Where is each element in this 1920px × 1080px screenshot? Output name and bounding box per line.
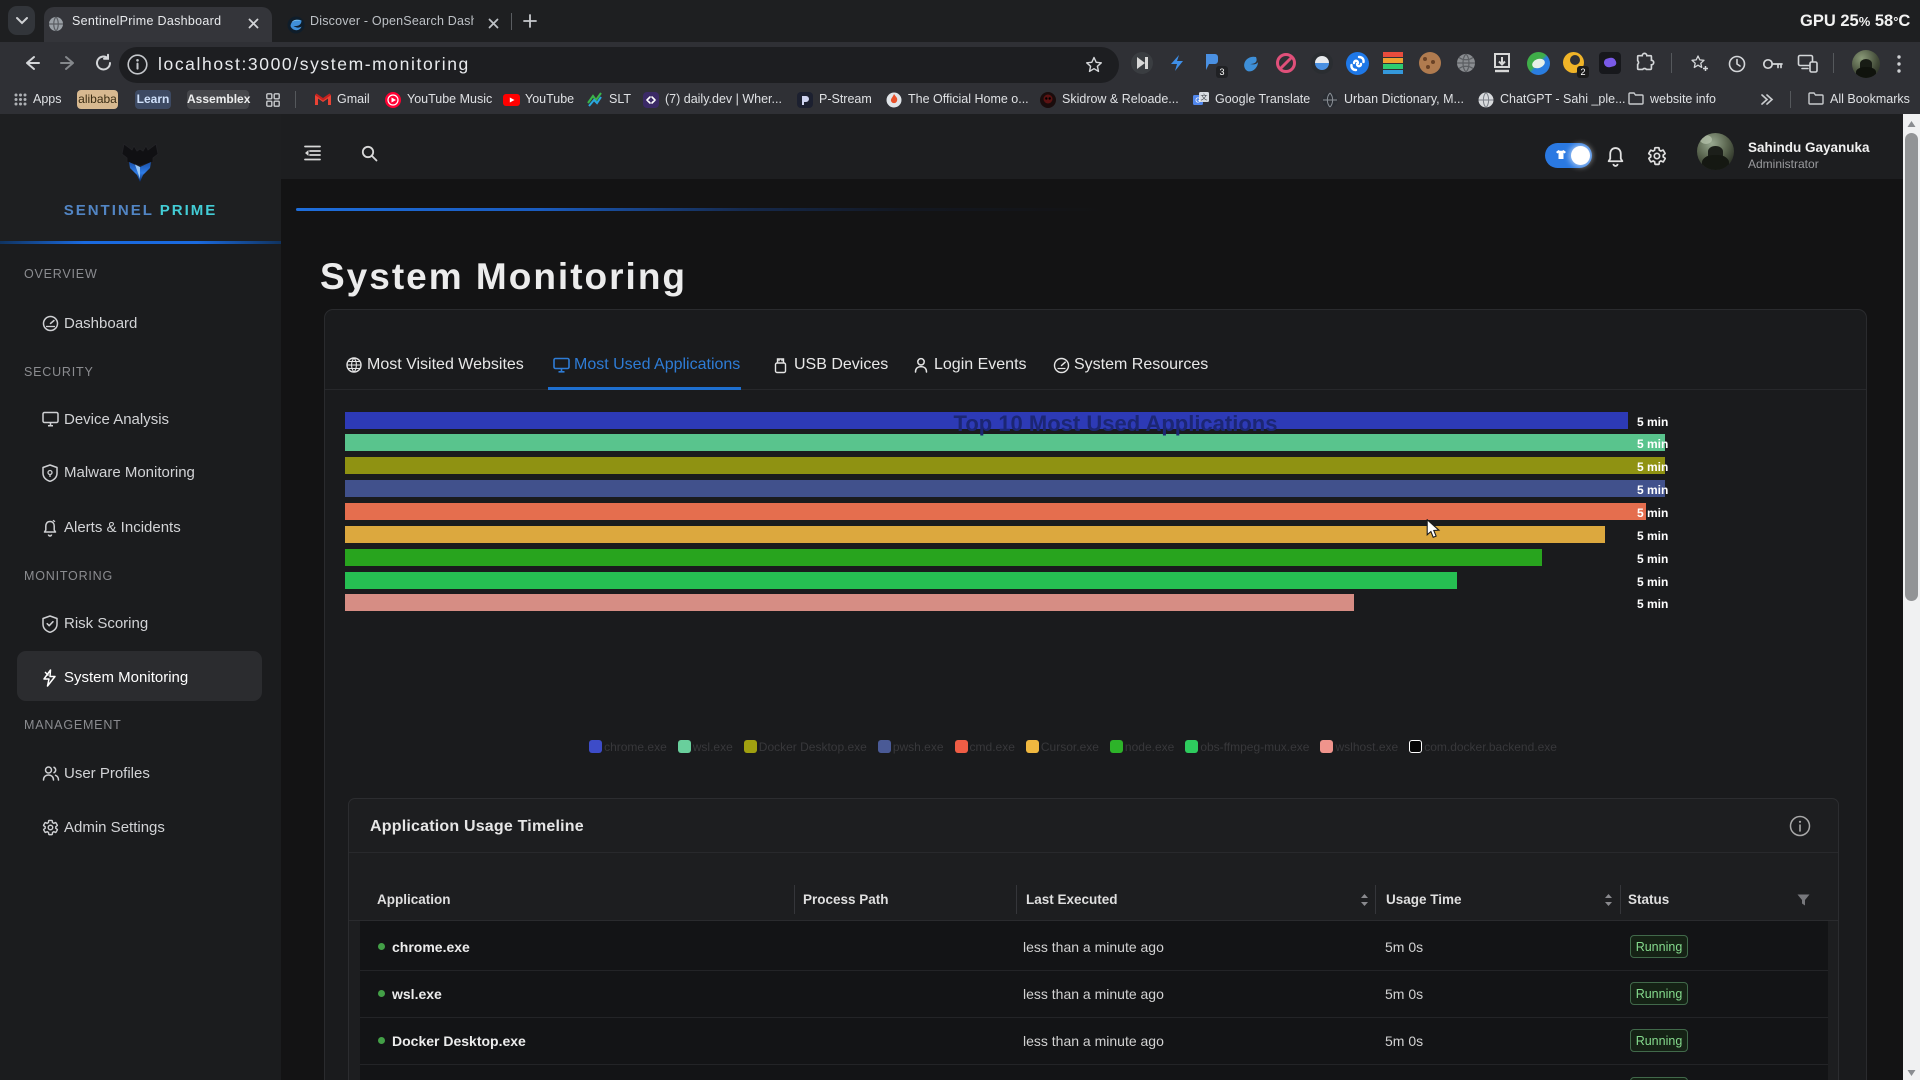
svg-text:G: G: [1195, 98, 1200, 105]
svg-text:文: 文: [1201, 93, 1208, 102]
